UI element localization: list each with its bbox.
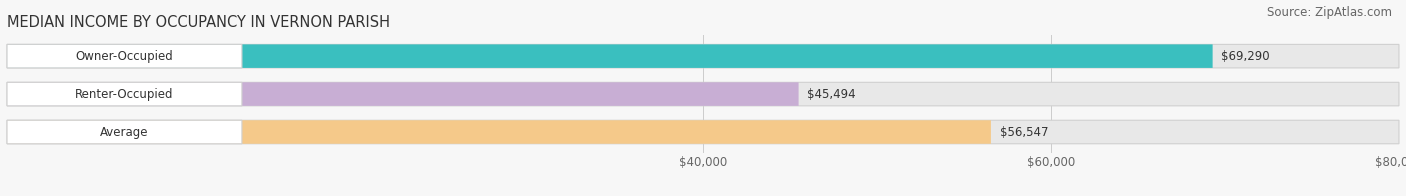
Text: MEDIAN INCOME BY OCCUPANCY IN VERNON PARISH: MEDIAN INCOME BY OCCUPANCY IN VERNON PAR… bbox=[7, 15, 389, 30]
FancyBboxPatch shape bbox=[7, 82, 1399, 106]
FancyBboxPatch shape bbox=[7, 44, 242, 68]
FancyBboxPatch shape bbox=[7, 82, 799, 106]
Text: $45,494: $45,494 bbox=[807, 88, 856, 101]
Text: $56,547: $56,547 bbox=[1000, 125, 1047, 139]
FancyBboxPatch shape bbox=[7, 82, 242, 106]
Text: Average: Average bbox=[100, 125, 149, 139]
FancyBboxPatch shape bbox=[7, 44, 1399, 68]
FancyBboxPatch shape bbox=[7, 120, 1399, 144]
FancyBboxPatch shape bbox=[7, 44, 1212, 68]
Text: $69,290: $69,290 bbox=[1222, 50, 1270, 63]
FancyBboxPatch shape bbox=[7, 120, 991, 144]
FancyBboxPatch shape bbox=[7, 120, 242, 144]
Text: Owner-Occupied: Owner-Occupied bbox=[76, 50, 173, 63]
Text: Source: ZipAtlas.com: Source: ZipAtlas.com bbox=[1267, 6, 1392, 19]
Text: Renter-Occupied: Renter-Occupied bbox=[76, 88, 174, 101]
